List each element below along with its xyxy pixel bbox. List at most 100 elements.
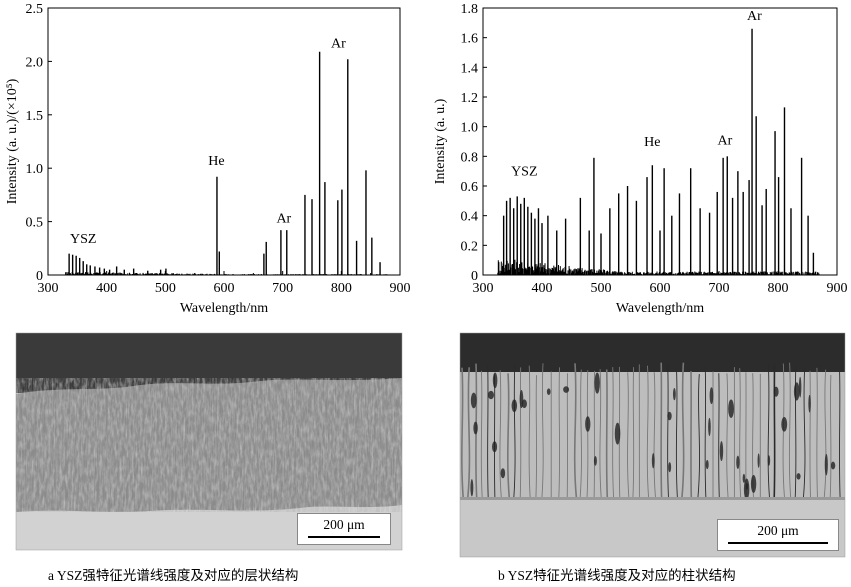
peak-annotation: He [208, 154, 224, 169]
x-tick-label: 500 [155, 281, 176, 296]
y-tick-label: 0.2 [461, 239, 479, 254]
peak-annotation: Ar [747, 9, 762, 24]
columnar-grain-boundary [535, 375, 538, 499]
scale-bar-line [728, 542, 828, 544]
y-tick-label: 0.5 [26, 216, 44, 231]
pore [773, 386, 779, 397]
pore [511, 399, 518, 413]
pore [743, 478, 750, 500]
x-tick-label: 300 [473, 281, 494, 296]
x-tick-label: 500 [591, 281, 612, 296]
caption-b: b YSZ特征光谱线强度及对应的柱状结构 [498, 568, 736, 583]
columnar-grain-boundary [660, 362, 663, 499]
chart-right: 300 400 500 600 700 800 900 0 0.2 0.4 0.6 0.8 1.0 1.2… [433, 2, 848, 316]
columnar-grain-boundary [461, 367, 464, 499]
pore [719, 441, 724, 462]
pore [488, 390, 494, 400]
pore [593, 456, 597, 466]
pore [651, 453, 655, 469]
peak-annotation: He [644, 135, 660, 150]
columnar-grain-boundary [816, 367, 818, 499]
caption-a: a YSZ强特征光谱线强度及对应的层状结构 [48, 568, 299, 583]
columnar-grain-boundary [794, 365, 797, 499]
pore [750, 474, 757, 493]
y-tick-label: 0.4 [461, 210, 479, 225]
columnar-grain-boundary [667, 364, 669, 499]
columnar-grain-boundary [704, 365, 707, 499]
columnar-grain-boundary [599, 369, 602, 499]
columnar-grain-boundary [627, 372, 630, 499]
spectrum-lines [65, 51, 389, 275]
columnar-grain-boundary [646, 365, 650, 499]
columnar-grain-boundary [579, 369, 582, 499]
y-tick-label: 0.8 [461, 150, 479, 165]
pore [594, 372, 600, 394]
scale-bar-label: 200 μm [323, 517, 365, 532]
columnar-grain-boundary [809, 370, 811, 499]
columnar-grain-boundary [653, 372, 656, 499]
scale-bar-line [308, 536, 380, 538]
pore [824, 453, 828, 476]
columnar-grain-boundary [681, 362, 685, 499]
y-tick-label: 1.2 [461, 91, 479, 106]
x-tick-label: 300 [38, 281, 59, 296]
pore [781, 416, 788, 432]
x-tick-label: 900 [827, 281, 848, 296]
pore [614, 422, 621, 445]
pore [585, 416, 591, 432]
pore [492, 372, 498, 389]
x-axis-label: Wavelength/nm [180, 301, 268, 316]
columnar-grain-boundary [829, 374, 832, 499]
x-axis-label: Wavelength/nm [616, 301, 704, 316]
columnar-grain-boundary [767, 363, 770, 499]
pore [736, 455, 740, 469]
columnar-grain-boundary [697, 374, 700, 499]
pore [793, 382, 800, 401]
y-tick-label: 1.4 [461, 61, 479, 76]
scale-bar-right: 200 μm [717, 519, 839, 551]
pore [563, 386, 570, 393]
columnar-grain-boundary [487, 364, 489, 499]
pore [705, 459, 709, 470]
columnar-grain-boundary [632, 367, 635, 499]
pore [798, 376, 802, 398]
columnar-grain-boundary [541, 363, 544, 499]
columnar-grain-boundary [480, 370, 483, 499]
y-tick-label: 1.5 [26, 109, 44, 124]
peak-annotation: YSZ [70, 232, 96, 247]
pore [667, 411, 672, 421]
y-tick-label: 0.6 [461, 180, 479, 195]
scale-bar-left: 200 μm [297, 513, 391, 545]
scale-bar-label: 200 μm [757, 523, 799, 538]
y-axis-label: Intensity (a. u.)/(×10⁵) [5, 78, 20, 204]
pore [546, 388, 551, 395]
x-tick-label: 900 [390, 281, 411, 296]
y-tick-label: 1.0 [461, 121, 479, 136]
columnar-grain-boundary [612, 367, 615, 499]
y-tick-label: 1.6 [461, 32, 479, 47]
x-tick-label: 600 [214, 281, 235, 296]
x-tick-label: 800 [768, 281, 789, 296]
columnar-grain-boundary [558, 367, 561, 499]
pore [708, 417, 711, 437]
columnar-grain-boundary [726, 373, 729, 499]
columnar-grain-boundary [573, 363, 578, 499]
peak-annotation: Ar [718, 133, 733, 148]
columnar-grain-boundary [605, 369, 609, 499]
columnar-grain-boundary [507, 373, 511, 499]
columnar-grain-boundary [839, 371, 841, 499]
x-tick-label: 400 [96, 281, 117, 296]
pore [492, 441, 498, 453]
peak-annotation: YSZ [511, 165, 537, 180]
pore [728, 399, 735, 418]
y-tick-label: 1.0 [26, 162, 44, 177]
y-tick-label: 2.5 [26, 2, 44, 17]
x-tick-label: 700 [709, 281, 730, 296]
y-axis-label: Intensity (a. u.) [433, 98, 448, 184]
columnar-grain-boundary [788, 362, 792, 499]
pore [473, 421, 478, 435]
columnar-grain-boundary [802, 366, 806, 499]
columnar-grain-boundary [718, 373, 720, 499]
pore [742, 473, 746, 483]
